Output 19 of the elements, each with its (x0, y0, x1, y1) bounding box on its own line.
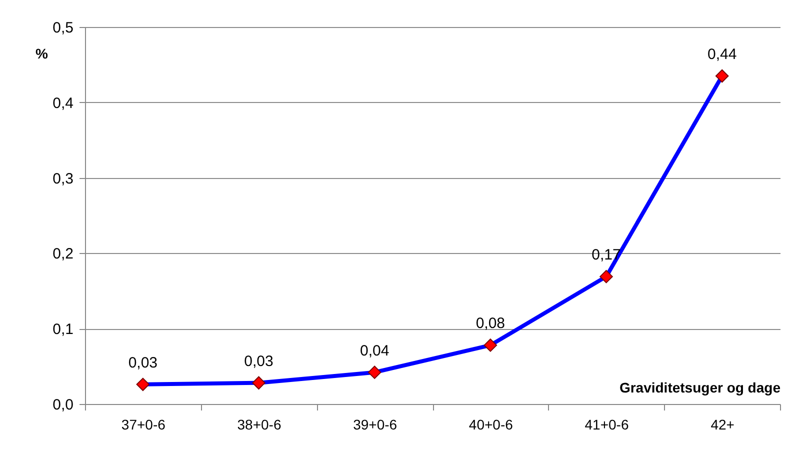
x-tick-label: 39+0-6 (353, 416, 398, 432)
y-tick-label: 0,3 (52, 170, 74, 188)
x-tick-label: 37+0-6 (121, 416, 166, 432)
data-label: 0,08 (476, 315, 506, 332)
y-tick-label: 0,0 (52, 396, 74, 414)
data-label: 0,03 (128, 354, 158, 372)
data-label: 0,44 (707, 46, 737, 64)
y-tick-label: 0,4 (52, 94, 74, 112)
data-label: 0,04 (360, 342, 390, 360)
x-tick-label: 41+0-6 (584, 416, 629, 432)
data-label: 0,03 (244, 352, 274, 370)
y-tick-label: 0,1 (52, 321, 74, 338)
x-tick-label: 40+0-6 (468, 416, 514, 432)
y-tick-label: 0,2 (52, 246, 74, 263)
x-tick-label: 38+0-6 (237, 416, 282, 432)
x-tick-label: 42+ (710, 416, 734, 432)
y-tick-label: 0,5 (52, 20, 74, 36)
y-axis-title: % (36, 46, 48, 62)
x-axis-title: Graviditetsuger og dage (619, 380, 781, 396)
